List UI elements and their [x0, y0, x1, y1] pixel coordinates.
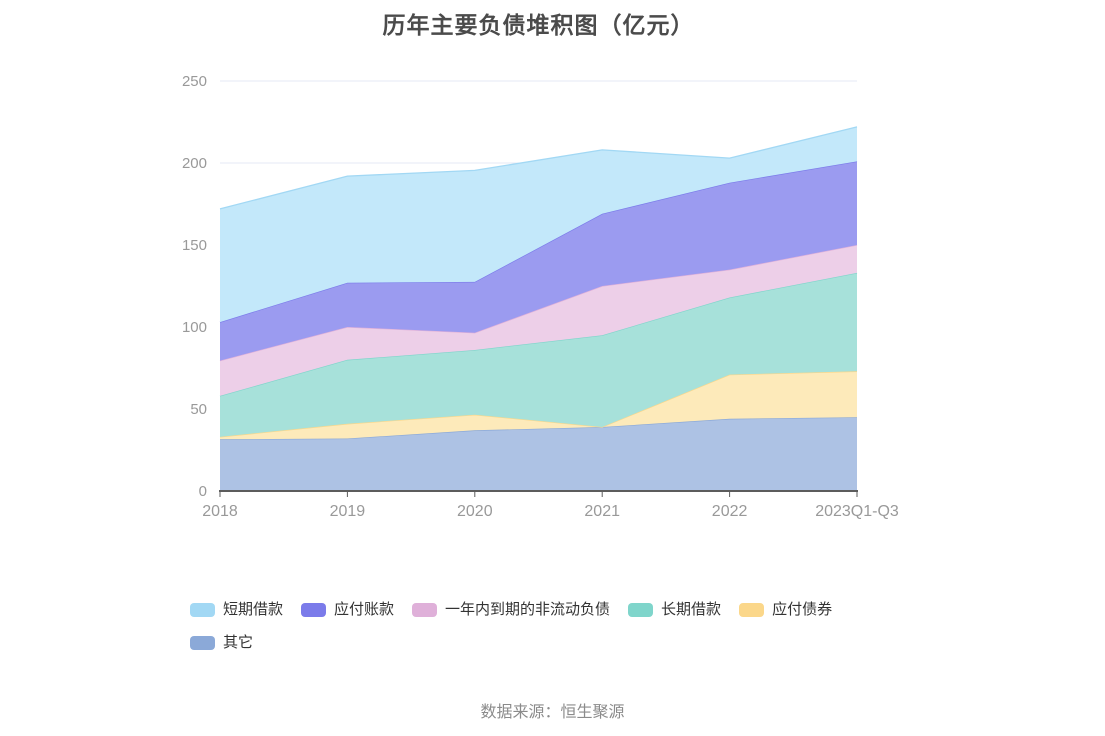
x-axis-label: 2019	[330, 503, 366, 520]
y-axis-label: 0	[199, 483, 207, 500]
legend-swatch-icon	[628, 603, 654, 617]
x-axis-label: 2021	[584, 503, 620, 520]
x-axis-label: 2022	[712, 503, 748, 520]
y-axis-label: 50	[190, 401, 207, 418]
legend-item-2[interactable]: 一年内到期的非流动负债	[412, 600, 610, 620]
legend-label: 应付债券	[772, 601, 833, 618]
legend-swatch-icon	[190, 603, 215, 617]
area-series-2	[220, 272, 857, 437]
legend-item-0[interactable]: 短期借款	[190, 600, 283, 620]
area-series-4	[220, 161, 857, 361]
legend-item-3[interactable]: 长期借款	[628, 600, 721, 620]
legend-swatch-icon	[190, 636, 215, 650]
legend-swatch-icon	[301, 603, 327, 617]
legend-label: 一年内到期的非流动负债	[445, 601, 611, 618]
y-axis-label: 100	[182, 319, 207, 336]
legend-item-1[interactable]: 应付账款	[301, 600, 394, 620]
legend-item-5[interactable]: 其它	[190, 633, 253, 653]
area-series-3	[220, 245, 857, 396]
legend-swatch-icon	[412, 603, 438, 617]
legend: 短期借款 应付账款 一年内到期的非流动负债 长期借款 应付债券其它	[190, 600, 900, 653]
data-source-note: 数据来源：恒生聚源	[480, 704, 625, 721]
legend-label: 其它	[223, 634, 254, 651]
x-axis-label: 2023Q1-Q3	[815, 503, 899, 520]
chart-title: 历年主要负债堆积图（亿元）	[382, 12, 695, 38]
series-line-5	[219, 126, 858, 210]
x-axis-label: 2020	[457, 503, 493, 520]
y-axis-label: 150	[182, 237, 207, 254]
area-series-0	[220, 417, 857, 491]
x-axis-label: 2018	[202, 503, 238, 520]
area-series-5	[220, 126, 857, 323]
legend-item-4[interactable]: 应付债券	[739, 600, 832, 620]
y-axis-label: 200	[182, 155, 207, 172]
legend-swatch-icon	[739, 603, 765, 617]
legend-label: 应付账款	[334, 601, 395, 618]
stacked-area-chart: 0 50 100 150 200 250 2018 2019 2020 2021 2022 2023Q…	[182, 73, 899, 520]
y-axis-label: 250	[182, 73, 207, 90]
legend-label: 短期借款	[223, 601, 284, 618]
legend-label: 长期借款	[661, 601, 722, 618]
